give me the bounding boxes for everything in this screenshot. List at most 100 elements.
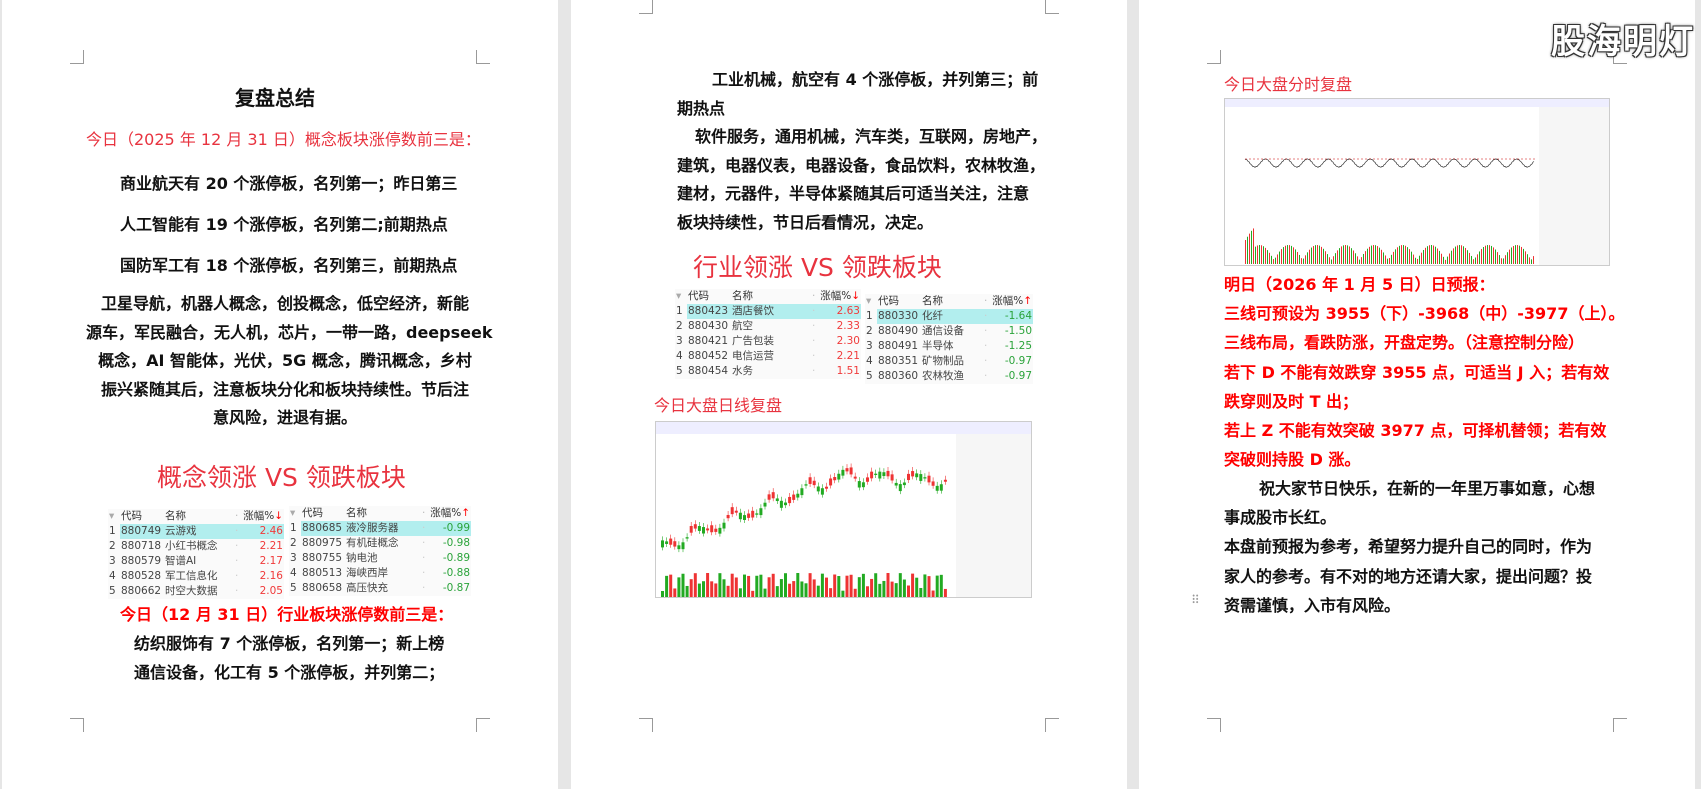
table-row[interactable]: 1 880749 云游戏 · 2.46 (109, 524, 284, 539)
table-row[interactable]: 2 880718 小红书概念 · 2.21 (109, 540, 283, 552)
candle (661, 540, 664, 548)
volume-bar (1473, 259, 1474, 264)
margin-mark (639, 718, 653, 732)
table-row[interactable]: 4 880351 矿物制品 · -0.97 (866, 355, 1032, 367)
candle (919, 474, 923, 481)
volume-bar (1253, 228, 1254, 264)
candle (755, 513, 759, 515)
candle (907, 473, 910, 481)
volume-bar (1491, 245, 1492, 264)
volume-bar (1515, 245, 1516, 264)
candle (870, 471, 874, 479)
table-row[interactable]: 3 880491 半导体 · -1.25 (866, 340, 1032, 352)
volume-bar (1337, 250, 1338, 264)
forecast-line: 若下 D 不能有效跌穿 3955 点，可适当 J 入；若有效 (1224, 362, 1610, 382)
candle (939, 484, 943, 491)
concept-line: 人工智能有 19 个涨停板，名列第二;前期热点 (120, 215, 448, 234)
volume-bar (1485, 245, 1486, 264)
para-line: 振兴紧随其后，注意板块分化和板块持续性。节后注 (100, 379, 469, 399)
table-header: ▾ 代码 名称 · 涨幅%↑ (290, 507, 470, 519)
forecast-line: 突破则持股 D 涨。 (1224, 450, 1361, 470)
drag-handle-icon[interactable]: ⠿ (1191, 593, 1200, 607)
table-row[interactable]: 2 880430 航空 · 2.33 (676, 320, 860, 332)
col-code[interactable]: 代码 (302, 507, 323, 519)
volume-bar (878, 583, 882, 597)
table-row[interactable]: 3 880755 钠电池 · -0.89 (290, 552, 470, 564)
table-row[interactable]: 4 880513 海峡西岸 · -0.88 (290, 567, 470, 579)
col-code[interactable]: 代码 (121, 510, 142, 522)
sort-arrow-icon: ↑ (461, 507, 470, 519)
para-line: 工业机械，航空有 4 个涨停板，并列第三；前 (712, 70, 1039, 89)
col-code[interactable]: 代码 (688, 290, 709, 302)
volume-bar (1295, 249, 1296, 264)
volume-bar (1433, 245, 1434, 264)
volume-bar (1401, 245, 1402, 264)
volume-bar (943, 588, 947, 597)
para-line: 建材，元器件，半导体紧随其后可适当关注，注意 (677, 184, 1030, 203)
volume-bar (1357, 256, 1358, 264)
table-row[interactable]: 3 880421 广告包装 · 2.30 (676, 335, 860, 347)
concept-down-table: ▾ 代码 名称 · 涨幅%↑ 1 880685 液冷服务器 · -0.99 2 880975 有机硅概念… (289, 506, 471, 596)
table-row[interactable]: 2 880490 通信设备 · -1.50 (866, 325, 1032, 337)
volume-bar (710, 581, 714, 597)
volume-bar (693, 573, 697, 597)
volume-bar (1309, 249, 1310, 264)
col-name[interactable]: 名称 (346, 507, 367, 519)
volume-bar (898, 573, 902, 597)
col-name[interactable]: 名称 (165, 510, 186, 522)
candle (722, 522, 726, 529)
table-row[interactable]: 2 880975 有机硅概念 · -0.98 (290, 537, 470, 549)
table-row[interactable]: 5 880662 时空大数据 · 2.05 (109, 585, 283, 597)
table-row[interactable]: 1 880330 化纤 · -1.64 (866, 309, 1033, 324)
candle (788, 496, 792, 504)
table-row[interactable]: 5 880454 水务 · 1.51 (676, 365, 860, 377)
candle (812, 480, 816, 486)
volume-bar (1355, 253, 1356, 264)
candle (927, 475, 931, 483)
candle (902, 482, 906, 486)
col-name[interactable]: 名称 (922, 295, 943, 307)
volume-bar (779, 579, 783, 597)
volume-bar (1267, 250, 1268, 264)
candle (866, 477, 869, 482)
volume-bar (1327, 254, 1328, 264)
table-row[interactable]: 5 880658 高压快充 · -0.87 (290, 582, 470, 594)
volume-bar (1347, 245, 1348, 264)
col-code[interactable]: 代码 (878, 295, 899, 307)
volume-bar (1477, 254, 1478, 264)
volume-bar (1513, 245, 1514, 264)
volume-bar (837, 576, 841, 597)
table-row[interactable]: 1 880685 液冷服务器 · -0.99 (290, 521, 471, 536)
table-row[interactable]: 5 880360 农林牧渔 · -0.97 (866, 370, 1032, 382)
volume-bar (874, 573, 878, 597)
col-pct[interactable]: 涨幅%↓ (820, 290, 860, 302)
industry-down-table: ▾ 代码 名称 · 涨幅%↑ 1 880330 化纤 · -1.64 2 880490 通信设备 · -1.… (865, 294, 1033, 384)
volume-bar (1393, 251, 1394, 264)
volume-bar (1449, 253, 1450, 264)
volume-bar (1489, 245, 1490, 264)
table-row[interactable]: 1 880423 酒店餐饮 · 2.63 (676, 304, 861, 319)
volume-bar (763, 588, 767, 597)
volume-bar (1435, 246, 1436, 264)
volume-bar (1525, 251, 1526, 264)
col-name[interactable]: 名称 (732, 290, 753, 302)
table-row[interactable]: 3 880579 智谱AI · 2.17 (109, 555, 283, 567)
volume-bar (1305, 255, 1306, 264)
volume-bar (1451, 250, 1452, 264)
candle (771, 492, 775, 499)
table-row[interactable]: 4 880452 电信运营 · 2.21 (676, 350, 860, 362)
col-pct[interactable]: 涨幅%↑ (430, 507, 470, 519)
closing-line: 家人的参考。有不对的地方还请大家，提出问题？投 (1224, 566, 1593, 586)
intraday-chart-heading: 今日大盘分时复盘 (1224, 75, 1353, 94)
forecast-line: 三线布局，看跌防涨，开盘定势。（注意控制分险） (1224, 333, 1585, 353)
volume-bar (1261, 245, 1262, 264)
volume-bar (1345, 245, 1346, 264)
col-pct[interactable]: 涨幅%↑ (992, 295, 1032, 307)
candle (730, 507, 734, 515)
volume-bar (1407, 247, 1408, 264)
col-pct[interactable]: 涨幅%↓ (243, 510, 283, 522)
candle (714, 528, 718, 532)
volume-bar (702, 581, 705, 597)
industry-line: 通信设备，化工有 5 个涨停板，并列第二； (134, 663, 445, 682)
table-row[interactable]: 4 880528 军工信息化 · 2.16 (109, 570, 283, 582)
